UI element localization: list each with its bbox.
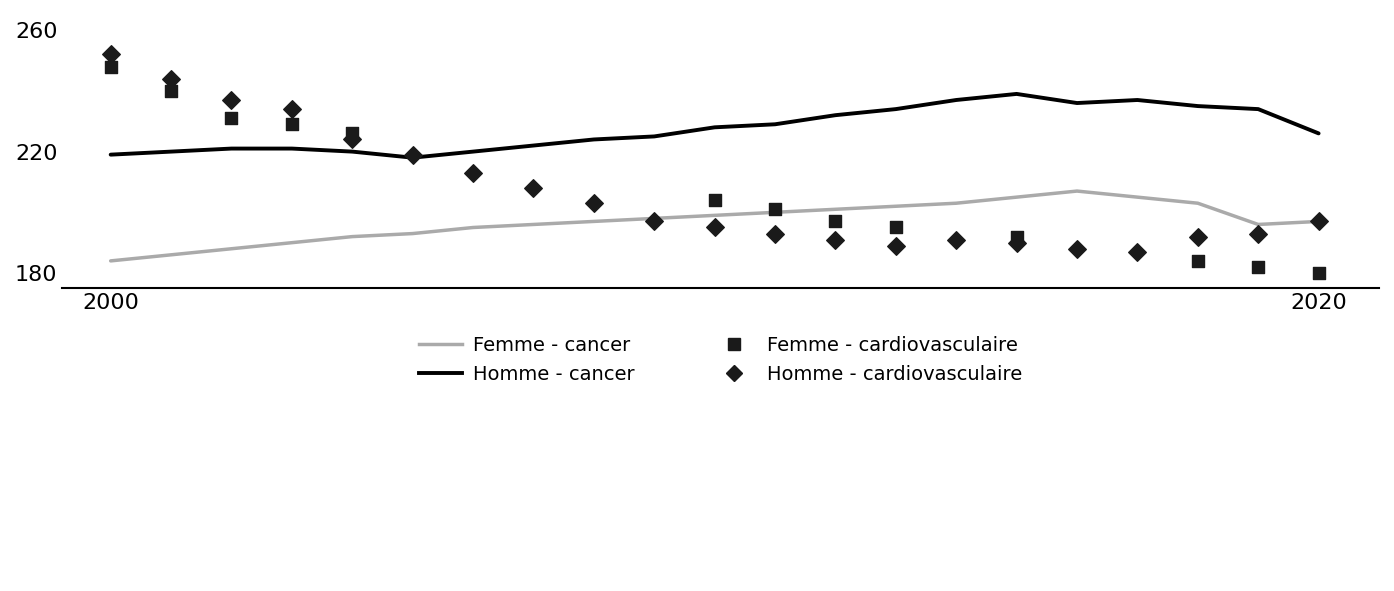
Point <box>401 150 424 160</box>
Point <box>885 223 907 232</box>
Point <box>1308 268 1330 278</box>
Point <box>1005 238 1027 248</box>
Point <box>99 50 121 59</box>
Point <box>1126 247 1149 256</box>
Point <box>704 223 726 232</box>
Point <box>220 95 243 105</box>
Point <box>885 241 907 251</box>
Point <box>1066 244 1089 254</box>
Point <box>342 135 364 144</box>
Point <box>342 129 364 138</box>
Point <box>583 199 605 208</box>
Point <box>461 168 484 177</box>
Point <box>523 183 545 193</box>
Point <box>704 196 726 205</box>
Legend: Femme - cancer, Homme - cancer, Femme - cardiovasculaire, Homme - cardiovasculai: Femme - cancer, Homme - cancer, Femme - … <box>410 326 1032 393</box>
Point <box>99 62 121 72</box>
Point <box>1248 262 1270 272</box>
Point <box>220 113 243 123</box>
Point <box>1005 232 1027 241</box>
Point <box>764 204 786 214</box>
Point <box>1186 256 1209 265</box>
Point <box>1248 229 1270 238</box>
Point <box>280 105 302 114</box>
Point <box>764 229 786 238</box>
Point <box>824 217 846 226</box>
Point <box>945 235 967 244</box>
Point <box>643 217 665 226</box>
Point <box>1186 232 1209 241</box>
Point <box>280 119 302 129</box>
Point <box>160 74 183 83</box>
Point <box>160 86 183 96</box>
Point <box>824 235 846 244</box>
Point <box>1308 217 1330 226</box>
